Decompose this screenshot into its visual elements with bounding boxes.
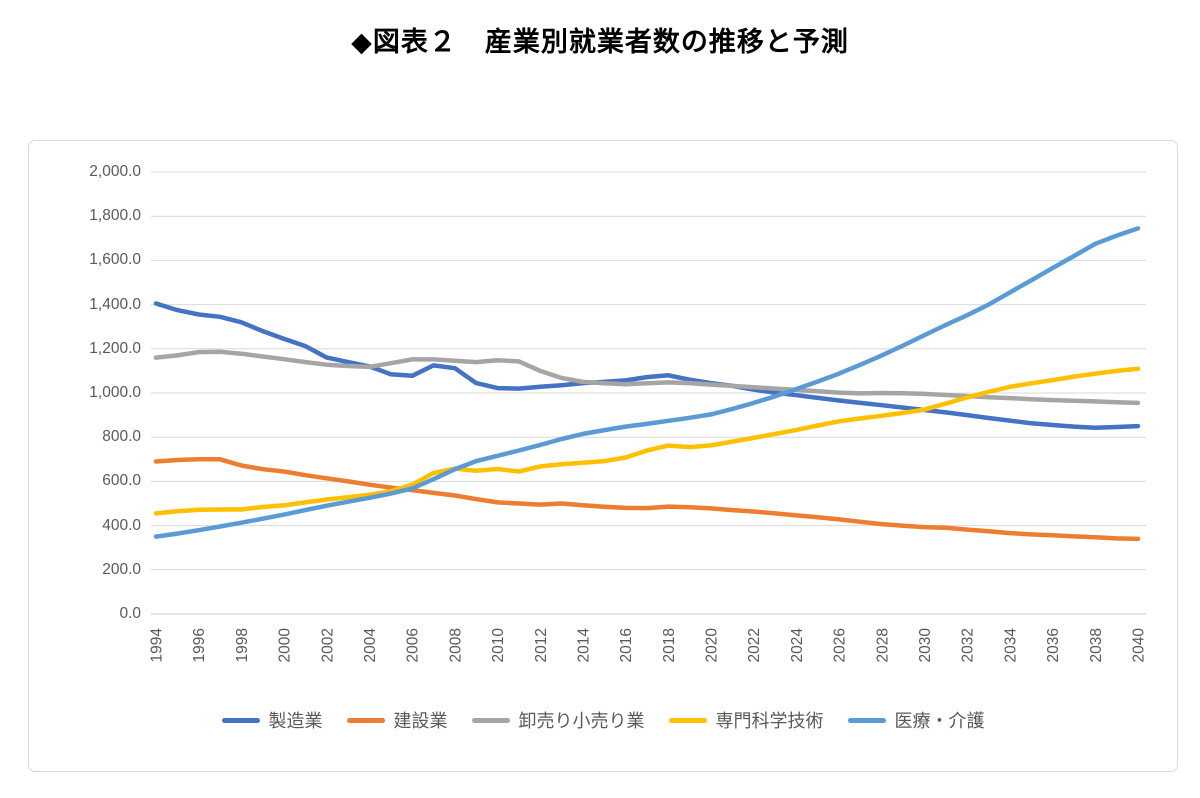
x-axis-tick-label: 2000 <box>277 628 294 663</box>
legend-label-wholesale-retail: 卸売り小売り業 <box>518 711 645 731</box>
x-axis-tick-label: 2012 <box>533 628 550 662</box>
series-line-medical-care <box>153 226 1141 539</box>
legend-item-manufacturing: 製造業 <box>221 707 323 733</box>
chart-title: ◆図表２ 産業別就業者数の推移と予測 <box>351 27 849 57</box>
x-axis-tick-label: 2004 <box>362 628 379 663</box>
x-axis-tick-label: 1998 <box>234 628 251 662</box>
x-axis-tick-label: 2036 <box>1045 628 1062 662</box>
series-line-construction <box>153 457 1141 542</box>
x-axis-tick-label: 2006 <box>405 628 422 662</box>
legend-item-medical-care: 医療・介護 <box>847 707 985 733</box>
y-axis-tick-label: 1,600.0 <box>89 251 141 269</box>
x-axis-tick-label: 2026 <box>832 628 849 662</box>
y-axis-tick-label: 800.0 <box>102 428 141 446</box>
legend-swatch-professional-scientific <box>668 717 707 723</box>
x-axis-tick-label: 2028 <box>874 628 891 662</box>
legend-label-manufacturing: 製造業 <box>268 711 323 731</box>
chart-container: 1994 1996 1998 2000 2002 2004 2006 2008 2010 2012… <box>28 140 1178 772</box>
y-axis-tick-label: 400.0 <box>102 516 141 534</box>
x-axis-tick-label: 2030 <box>917 628 934 663</box>
plot-area: 1994 1996 1998 2000 2002 2004 2006 2008 2010 2012… <box>149 171 1148 663</box>
legend-item-professional-scientific: 専門科学技術 <box>668 707 824 733</box>
x-axis-tick-label: 2010 <box>490 628 507 663</box>
legend-swatch-medical-care <box>847 717 886 723</box>
y-axis-tick-label: 1,800.0 <box>89 207 141 225</box>
x-axis-tick-label: 2020 <box>704 628 721 663</box>
x-axis-tick-label: 2040 <box>1131 628 1148 663</box>
legend-label-medical-care: 医療・介護 <box>894 711 985 731</box>
x-axis-tick-label: 2018 <box>661 628 678 662</box>
y-axis-tick-label: 1,400.0 <box>89 295 141 313</box>
x-axis-tick-label: 2024 <box>789 628 806 663</box>
series-line-professional-scientific <box>153 366 1141 516</box>
x-axis-tick-label: 2032 <box>960 628 977 662</box>
y-axis-tick-label: 1,200.0 <box>89 339 141 357</box>
x-axis-tick-label: 2034 <box>1002 628 1019 663</box>
series-line-manufacturing <box>153 301 1141 430</box>
y-axis-tick-label: 200.0 <box>102 560 141 578</box>
x-axis-tick-label: 1996 <box>191 628 208 662</box>
x-axis-tick-label: 2022 <box>746 628 763 662</box>
legend-swatch-manufacturing <box>221 717 260 723</box>
x-axis-tick-label: 2014 <box>575 628 592 663</box>
x-axis-tick-label: 2008 <box>447 628 464 662</box>
legend-label-professional-scientific: 専門科学技術 <box>715 711 824 731</box>
legend-label-construction: 建設業 <box>393 711 448 731</box>
x-axis-tick-label: 1994 <box>149 628 166 663</box>
y-axis-tick-label: 1,000.0 <box>89 384 141 401</box>
legend-item-wholesale-retail: 卸売り小売り業 <box>471 707 645 733</box>
x-axis-tick-label: 2038 <box>1088 628 1105 662</box>
y-axis-tick-label: 600.0 <box>102 472 141 490</box>
legend-swatch-construction <box>346 717 385 723</box>
y-axis-tick-label: 2,000.0 <box>89 163 141 180</box>
x-axis-tick-label: 2016 <box>618 628 635 662</box>
y-axis-tick-label: 0.0 <box>119 605 141 622</box>
x-axis-tick-label: 2002 <box>319 628 336 662</box>
legend-swatch-wholesale-retail <box>471 717 510 723</box>
legend-item-construction: 建設業 <box>346 707 448 733</box>
legend: 製造業 建設業 卸売り小売り業 専門科学技術 医療・介護 <box>29 707 1177 733</box>
